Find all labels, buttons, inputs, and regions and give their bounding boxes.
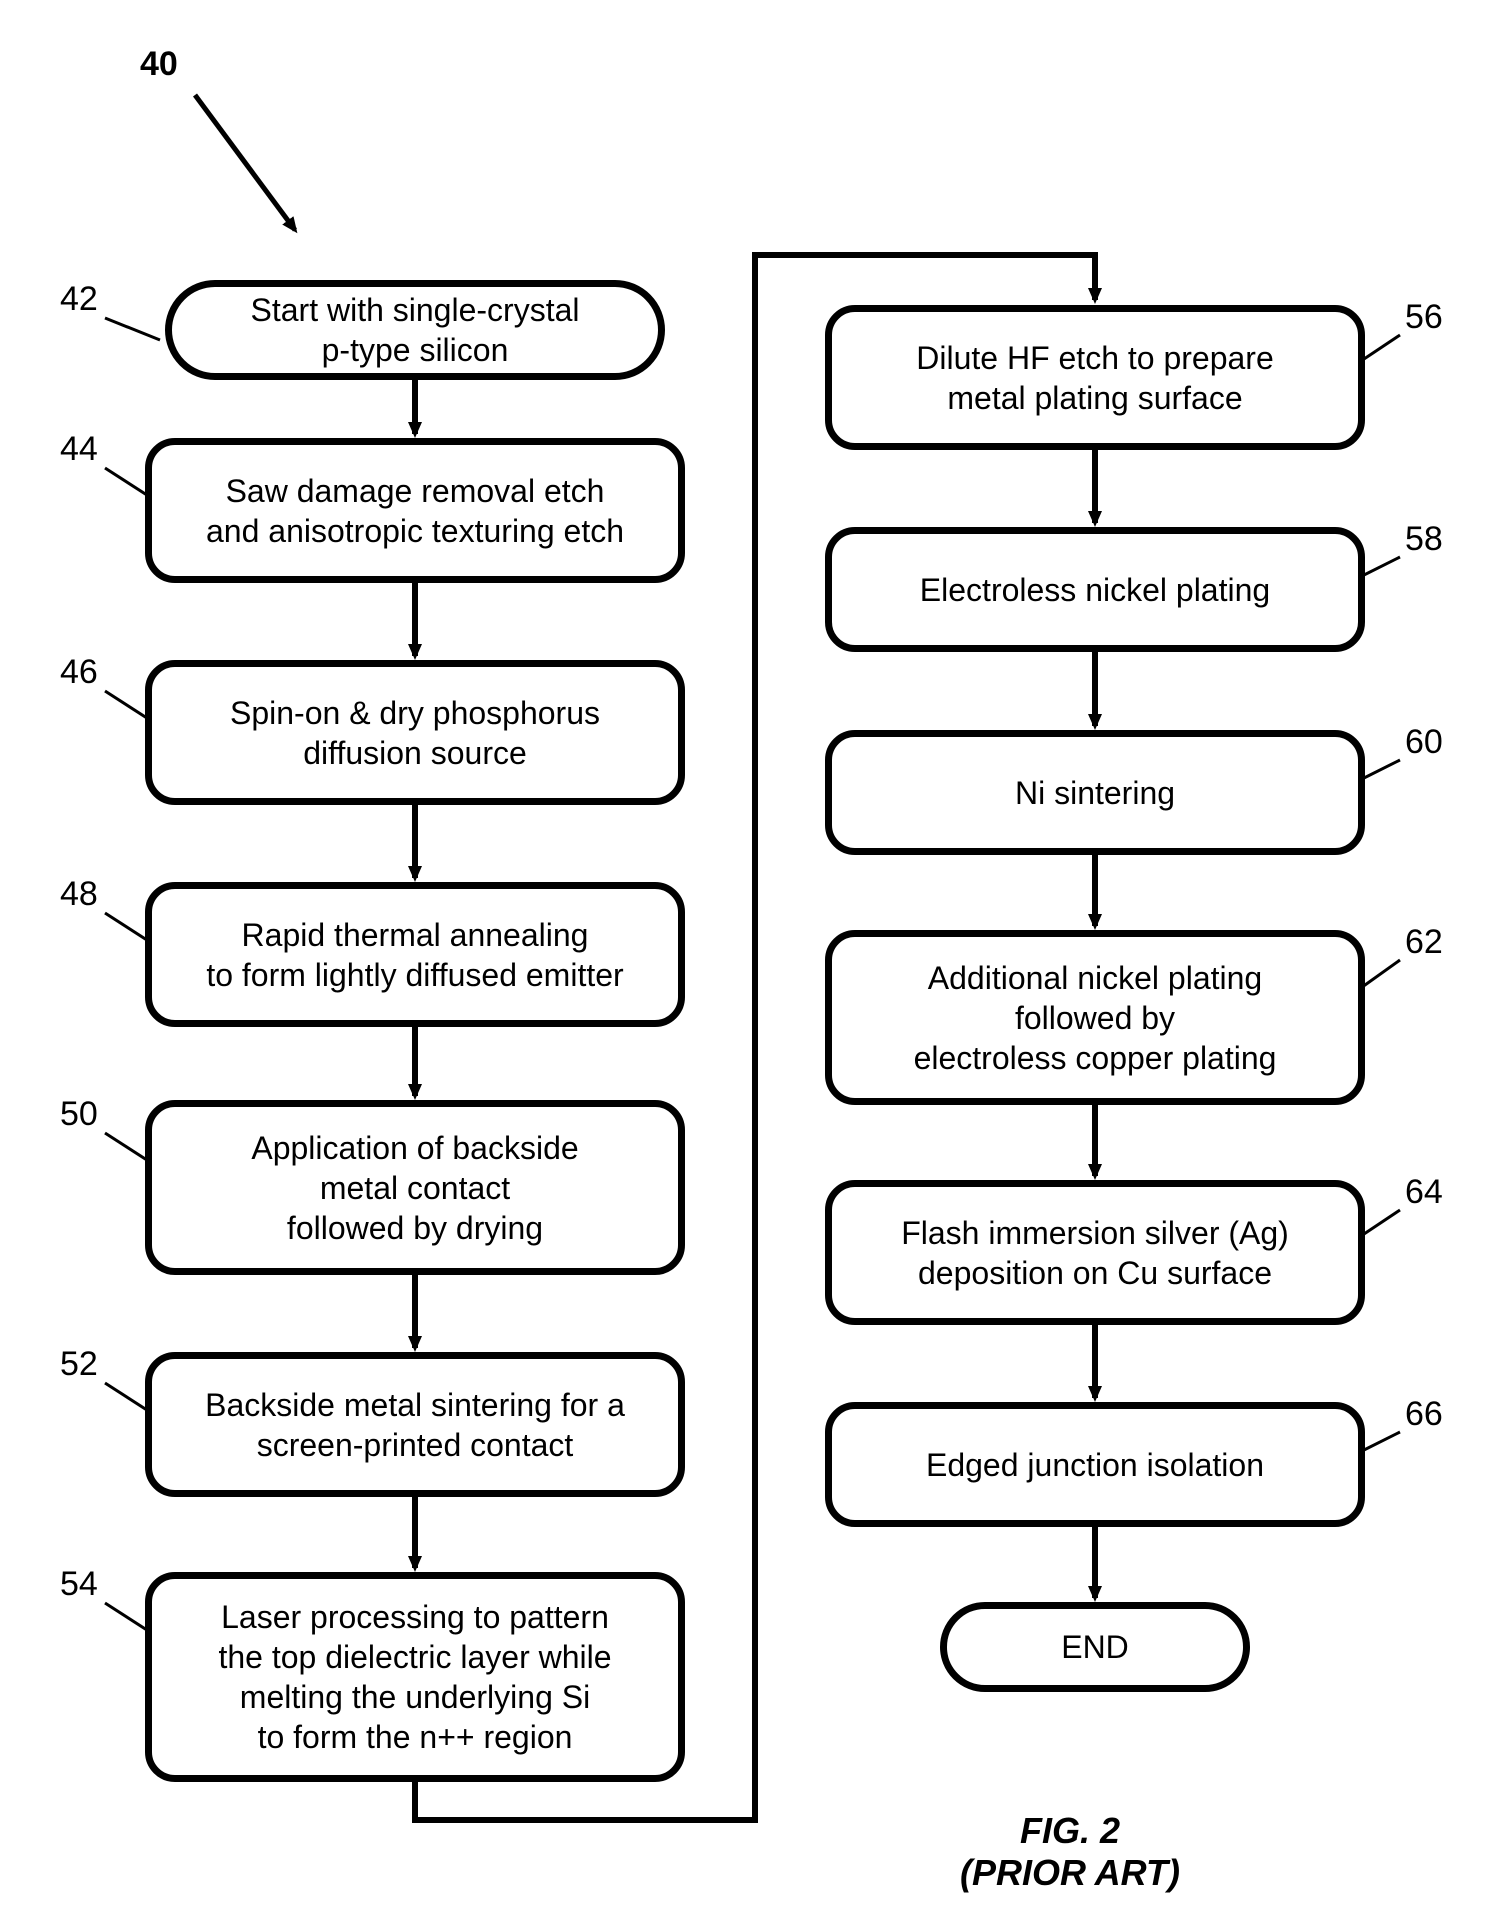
ref-label-40: 40 <box>140 45 178 84</box>
node-text: Flash immersion silver (Ag) deposition o… <box>901 1213 1289 1293</box>
leader-line-1 <box>105 468 150 497</box>
ref-label-46: 46 <box>60 653 98 692</box>
ref-label-66: 66 <box>1405 1395 1443 1434</box>
leader-line-5 <box>105 1383 150 1412</box>
node-text: Rapid thermal annealing to form lightly … <box>206 915 623 995</box>
node-text: Edged junction isolation <box>926 1445 1264 1485</box>
caption-line-1: FIG. 2 <box>960 1810 1180 1852</box>
flowchart-node-n42: Start with single-crystal p-type silicon <box>165 280 665 380</box>
flowchart-node-n50: Application of backside metal contact fo… <box>145 1100 685 1275</box>
node-text: Saw damage removal etch and anisotropic … <box>206 471 624 551</box>
node-text: Dilute HF etch to prepare metal plating … <box>916 338 1274 418</box>
leader-line-4 <box>105 1133 150 1162</box>
node-text: Spin-on & dry phosphorus diffusion sourc… <box>230 693 600 773</box>
ref-label-60: 60 <box>1405 723 1443 762</box>
ref-label-50: 50 <box>60 1095 98 1134</box>
ref-label-58: 58 <box>1405 520 1443 559</box>
ref-label-52: 52 <box>60 1345 98 1384</box>
leader-line-3 <box>105 913 150 942</box>
node-text: Start with single-crystal p-type silicon <box>251 290 580 370</box>
leader-line-0 <box>105 318 160 340</box>
flowchart-node-n60: Ni sintering <box>825 730 1365 855</box>
node-text: END <box>1061 1627 1129 1667</box>
flowchart-node-n62: Additional nickel plating followed by el… <box>825 930 1365 1105</box>
node-text: Laser processing to pattern the top diel… <box>218 1597 611 1757</box>
ref-40-arrow <box>195 95 295 230</box>
flowchart-node-n52: Backside metal sintering for a screen-pr… <box>145 1352 685 1497</box>
ref-label-42: 42 <box>60 280 98 319</box>
node-text: Application of backside metal contact fo… <box>251 1128 578 1248</box>
caption-line-2: (PRIOR ART) <box>960 1852 1180 1894</box>
leader-line-6 <box>105 1603 150 1632</box>
leader-line-2 <box>105 691 150 720</box>
node-text: Ni sintering <box>1015 773 1175 813</box>
flowchart-node-n54: Laser processing to pattern the top diel… <box>145 1572 685 1782</box>
node-text: Additional nickel plating followed by el… <box>914 958 1277 1078</box>
ref-label-44: 44 <box>60 430 98 469</box>
ref-label-62: 62 <box>1405 923 1443 962</box>
ref-label-56: 56 <box>1405 298 1443 337</box>
ref-label-54: 54 <box>60 1565 98 1604</box>
flowchart-node-n46: Spin-on & dry phosphorus diffusion sourc… <box>145 660 685 805</box>
flowchart-node-nend: END <box>940 1602 1250 1692</box>
flowchart-node-n64: Flash immersion silver (Ag) deposition o… <box>825 1180 1365 1325</box>
flowchart-node-n56: Dilute HF etch to prepare metal plating … <box>825 305 1365 450</box>
flowchart-node-n44: Saw damage removal etch and anisotropic … <box>145 438 685 583</box>
node-text: Backside metal sintering for a screen-pr… <box>205 1385 625 1465</box>
flowchart-node-n66: Edged junction isolation <box>825 1402 1365 1527</box>
flowchart-node-n48: Rapid thermal annealing to form lightly … <box>145 882 685 1027</box>
figure-caption: FIG. 2 (PRIOR ART) <box>960 1810 1180 1894</box>
node-text: Electroless nickel plating <box>920 570 1270 610</box>
ref-label-64: 64 <box>1405 1173 1443 1212</box>
flowchart-node-n58: Electroless nickel plating <box>825 527 1365 652</box>
ref-label-48: 48 <box>60 875 98 914</box>
